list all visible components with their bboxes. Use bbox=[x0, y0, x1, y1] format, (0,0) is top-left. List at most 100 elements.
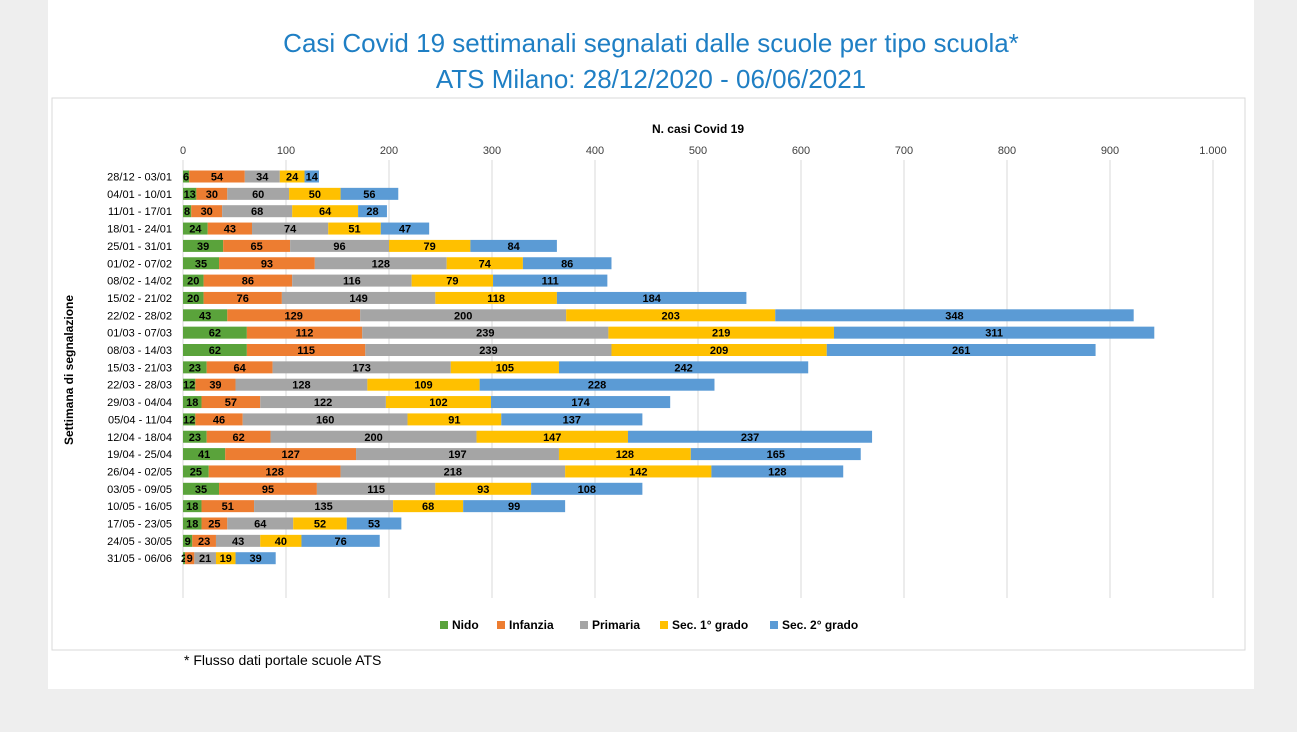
data-label-primaria: 60 bbox=[252, 189, 264, 201]
data-label-sec-1-grado: 147 bbox=[543, 432, 561, 444]
bar-nido bbox=[183, 170, 190, 183]
bar-nido bbox=[183, 309, 228, 322]
data-label-primaria: 96 bbox=[333, 241, 345, 253]
bar-infanzia bbox=[201, 517, 228, 530]
x-tick-label: 700 bbox=[895, 145, 913, 157]
bar-primaria bbox=[316, 482, 436, 495]
bar-sec-2-grado bbox=[690, 448, 861, 461]
bar-infanzia bbox=[206, 361, 273, 374]
data-label-infanzia: 25 bbox=[208, 519, 220, 531]
bar-nido bbox=[183, 205, 192, 218]
bar-sec-2-grado bbox=[358, 205, 387, 218]
data-label-sec-1-grado: 51 bbox=[348, 224, 360, 236]
data-label-nido: 6 bbox=[183, 172, 189, 184]
bar-primaria bbox=[260, 396, 386, 409]
data-label-sec-1-grado: 93 bbox=[477, 484, 489, 496]
bar-infanzia bbox=[196, 187, 228, 200]
data-label-sec-2-grado: 86 bbox=[561, 258, 573, 270]
data-label-infanzia: 128 bbox=[265, 466, 283, 478]
legend-swatch bbox=[580, 621, 588, 629]
bar-infanzia bbox=[246, 344, 366, 356]
data-label-sec-2-grado: 174 bbox=[571, 397, 590, 409]
data-label-sec-2-grado: 84 bbox=[508, 241, 521, 253]
data-label-sec-1-grado: 142 bbox=[629, 466, 647, 478]
bar-infanzia bbox=[208, 465, 341, 478]
y-category-label: 08/03 - 14/03 bbox=[107, 345, 172, 357]
bar-infanzia bbox=[219, 482, 317, 495]
data-label-sec-1-grado: 105 bbox=[496, 362, 514, 374]
data-label-primaria: 200 bbox=[364, 432, 382, 444]
data-label-nido: 41 bbox=[198, 449, 210, 461]
bar-infanzia bbox=[185, 552, 195, 565]
bar-sec-2-grado bbox=[501, 413, 643, 426]
data-label-infanzia: 23 bbox=[198, 536, 210, 548]
data-label-sec-1-grado: 91 bbox=[448, 414, 460, 426]
bar-sec-2-grado bbox=[340, 187, 399, 200]
data-label-infanzia: 64 bbox=[234, 362, 247, 374]
bar-sec-2-grado bbox=[493, 274, 608, 287]
bar-nido bbox=[183, 291, 204, 304]
x-tick-label: 400 bbox=[586, 145, 604, 157]
bar-sec-2-grado bbox=[490, 396, 671, 409]
data-label-sec-1-grado: 209 bbox=[710, 345, 728, 357]
bar-sec-1-grado bbox=[476, 430, 628, 443]
data-label-nido: 23 bbox=[189, 362, 201, 374]
bar-primaria bbox=[235, 378, 368, 391]
data-label-nido: 12 bbox=[183, 380, 195, 392]
data-label-infanzia: 43 bbox=[224, 224, 236, 236]
bar-sec-1-grado bbox=[407, 413, 502, 426]
x-tick-label: 600 bbox=[792, 145, 810, 157]
bar-sec-1-grado bbox=[435, 291, 557, 304]
data-label-sec-2-grado: 108 bbox=[578, 484, 596, 496]
bar-primaria bbox=[281, 291, 436, 304]
data-label-infanzia: 93 bbox=[261, 258, 273, 270]
legend-swatch bbox=[660, 621, 668, 629]
y-category-label: 15/03 - 21/03 bbox=[107, 362, 172, 374]
bar-nido bbox=[183, 500, 202, 513]
bar-infanzia bbox=[246, 326, 363, 339]
bar-nido bbox=[183, 517, 202, 530]
data-label-infanzia: 86 bbox=[242, 276, 254, 288]
bar-infanzia bbox=[227, 309, 361, 322]
legend-swatch bbox=[770, 621, 778, 629]
bar-sec-1-grado bbox=[450, 361, 559, 374]
data-label-nido: 8 bbox=[184, 206, 190, 218]
bar-sec-1-grado bbox=[558, 448, 691, 461]
x-tick-label: 800 bbox=[998, 145, 1016, 157]
y-category-label: 01/03 - 07/03 bbox=[107, 328, 172, 340]
data-label-sec-2-grado: 137 bbox=[563, 414, 581, 426]
data-label-sec-2-grado: 56 bbox=[363, 189, 375, 201]
bar-primaria bbox=[292, 274, 412, 287]
data-label-sec-1-grado: 79 bbox=[446, 276, 458, 288]
bar-sec-2-grado bbox=[301, 534, 380, 547]
data-label-infanzia: 30 bbox=[201, 206, 213, 218]
data-label-primaria: 74 bbox=[284, 224, 297, 236]
data-label-sec-2-grado: 39 bbox=[249, 553, 261, 565]
data-label-sec-2-grado: 47 bbox=[399, 224, 411, 236]
bar-sec-1-grado bbox=[411, 274, 494, 287]
data-label-primaria: 218 bbox=[444, 466, 462, 478]
data-label-primaria: 115 bbox=[367, 484, 385, 496]
bar-nido bbox=[183, 187, 197, 200]
data-label-sec-1-grado: 19 bbox=[220, 553, 232, 565]
data-label-infanzia: 76 bbox=[237, 293, 249, 305]
y-category-label: 24/05 - 30/05 bbox=[107, 536, 172, 548]
y-category-label: 17/05 - 23/05 bbox=[107, 519, 172, 531]
data-label-sec-2-grado: 242 bbox=[674, 362, 692, 374]
data-label-sec-1-grado: 52 bbox=[314, 519, 326, 531]
data-label-primaria: 239 bbox=[476, 328, 494, 340]
y-category-label: 22/02 - 28/02 bbox=[107, 310, 172, 322]
data-label-sec-1-grado: 24 bbox=[286, 172, 299, 184]
bar-infanzia bbox=[192, 534, 216, 547]
bar-nido bbox=[183, 239, 224, 252]
data-label-sec-2-grado: 128 bbox=[768, 466, 786, 478]
chart-subtitle: ATS Milano: 28/12/2020 - 06/06/2021 bbox=[435, 64, 867, 94]
data-label-nido: 25 bbox=[190, 466, 202, 478]
bar-primaria bbox=[242, 413, 408, 426]
x-tick-label: 900 bbox=[1101, 145, 1119, 157]
legend-swatch bbox=[497, 621, 505, 629]
bar-infanzia bbox=[201, 396, 261, 409]
data-label-sec-2-grado: 76 bbox=[334, 536, 346, 548]
data-label-primaria: 160 bbox=[316, 414, 334, 426]
legend-label: Infanzia bbox=[509, 618, 554, 632]
